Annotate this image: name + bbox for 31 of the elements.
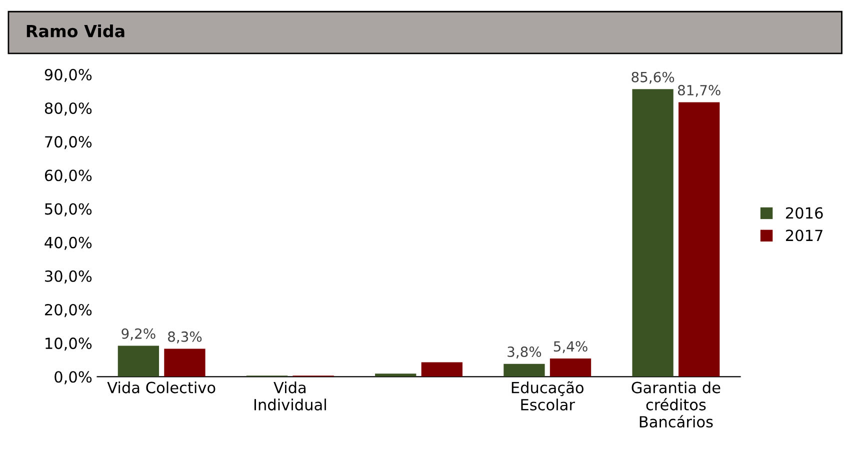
data-label: 81,7% <box>678 84 720 97</box>
x-tick-label: Educação Escolar <box>512 381 584 410</box>
bar <box>504 364 545 377</box>
data-label: 9,2% <box>122 328 156 340</box>
y-tick-label: 40,0% <box>44 236 92 250</box>
y-tick-label: 90,0% <box>44 68 92 82</box>
bar <box>550 358 592 377</box>
y-tick-label: 50,0% <box>45 203 92 216</box>
data-label: 5,4% <box>554 341 588 354</box>
y-tick-label: 10,0% <box>46 338 92 351</box>
bar <box>375 374 416 377</box>
y-tick-label: 80,0% <box>44 102 92 116</box>
y-tick-label: 20,0% <box>45 304 92 318</box>
bar <box>421 362 462 377</box>
data-label: 85,6% <box>632 72 674 84</box>
bar <box>678 102 720 377</box>
data-label: 3,8% <box>508 346 542 358</box>
legend-label: 2017 <box>786 230 822 242</box>
y-tick-label: 60,0% <box>44 170 92 183</box>
data-label: 8,3% <box>168 331 202 344</box>
y-tick-label: 0,0% <box>54 371 92 384</box>
y-tick-label: 70,0% <box>45 136 92 150</box>
legend-label: 2016 <box>786 207 823 219</box>
bar <box>164 348 206 377</box>
bar <box>632 89 674 377</box>
chart-title: Ramo Vida <box>26 24 124 38</box>
y-tick-label: 30,0% <box>45 270 92 284</box>
bar <box>118 346 160 377</box>
x-tick-label: Vida Individual <box>254 382 326 410</box>
x-tick-label: Vida Colectivo <box>107 382 216 394</box>
x-tick-label: Garantia de créditos Bancários <box>632 382 720 428</box>
